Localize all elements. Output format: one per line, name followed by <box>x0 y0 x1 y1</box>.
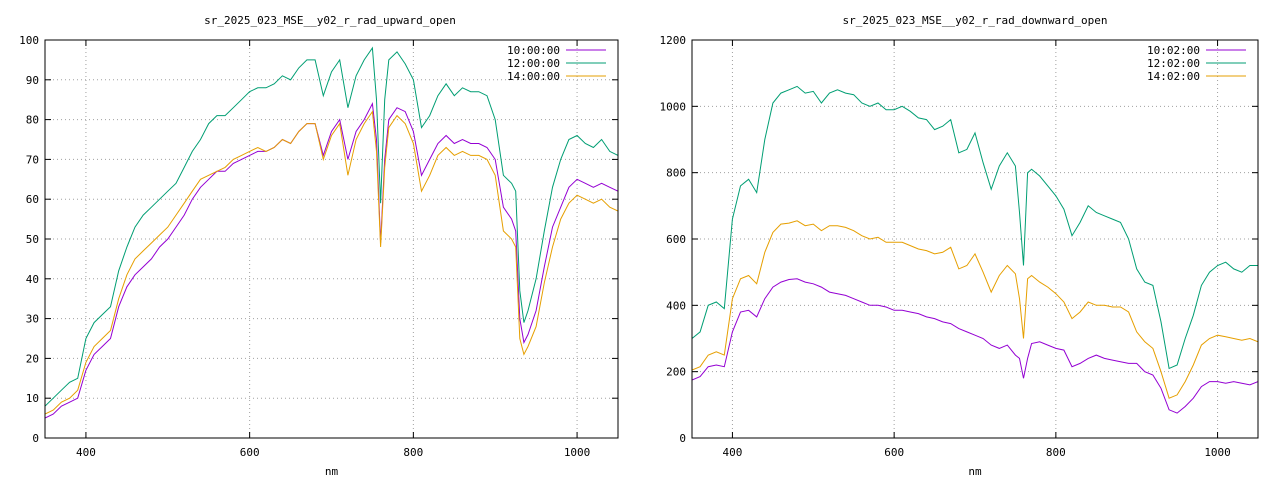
x-axis-label: nm <box>968 465 982 478</box>
series-line-2 <box>45 46 618 407</box>
y-tick-label: 60 <box>26 193 39 206</box>
y-tick-label: 0 <box>32 432 39 445</box>
x-axis-label: nm <box>325 465 339 478</box>
y-tick-label: 1000 <box>660 100 687 113</box>
y-tick-label: 30 <box>26 313 39 326</box>
x-tick-label: 800 <box>1046 446 1066 459</box>
y-tick-label: 70 <box>26 153 39 166</box>
legend-label: 14:02:00 <box>1147 70 1200 83</box>
x-tick-label: 1000 <box>564 446 591 459</box>
series-line-3 <box>45 110 618 415</box>
y-tick-label: 50 <box>26 233 39 246</box>
legend-label: 12:00:00 <box>507 57 560 70</box>
y-tick-label: 40 <box>26 273 39 286</box>
series-line-2 <box>692 85 1258 370</box>
chart-title: sr_2025_023_MSE__y02_r_rad_upward_open <box>204 14 456 27</box>
legend-label: 10:00:00 <box>507 44 560 57</box>
x-tick-label: 400 <box>76 446 96 459</box>
y-tick-label: 800 <box>666 167 686 180</box>
series-line-1 <box>692 278 1258 414</box>
x-tick-label: 600 <box>884 446 904 459</box>
y-tick-label: 80 <box>26 114 39 127</box>
y-tick-label: 90 <box>26 74 39 87</box>
legend-label: 12:02:00 <box>1147 57 1200 70</box>
y-tick-label: 1200 <box>660 34 687 47</box>
series-line-1 <box>45 102 618 419</box>
y-tick-label: 600 <box>666 233 686 246</box>
x-tick-label: 1000 <box>1204 446 1231 459</box>
x-tick-label: 800 <box>403 446 423 459</box>
y-tick-label: 0 <box>679 432 686 445</box>
chart-panel-1: sr_2025_023_MSE__y02_r_rad_upward_open 0 1… <box>19 14 619 478</box>
series-line-3 <box>692 220 1258 399</box>
chart-title: sr_2025_023_MSE__y02_r_rad_downward_open <box>843 14 1108 27</box>
legend-label: 14:00:00 <box>507 70 560 83</box>
legend-label: 10:02:00 <box>1147 44 1200 57</box>
y-tick-label: 200 <box>666 366 686 379</box>
chart-panel-2: sr_2025_023_MSE__y02_r_rad_downward_open… <box>660 14 1259 478</box>
x-tick-label: 600 <box>240 446 260 459</box>
y-tick-label: 10 <box>26 392 39 405</box>
y-tick-label: 100 <box>19 34 39 47</box>
y-tick-label: 20 <box>26 352 39 365</box>
plot-frame <box>691 39 1259 439</box>
y-tick-label: 400 <box>666 299 686 312</box>
plot-frame <box>44 39 619 439</box>
x-tick-label: 400 <box>722 446 742 459</box>
